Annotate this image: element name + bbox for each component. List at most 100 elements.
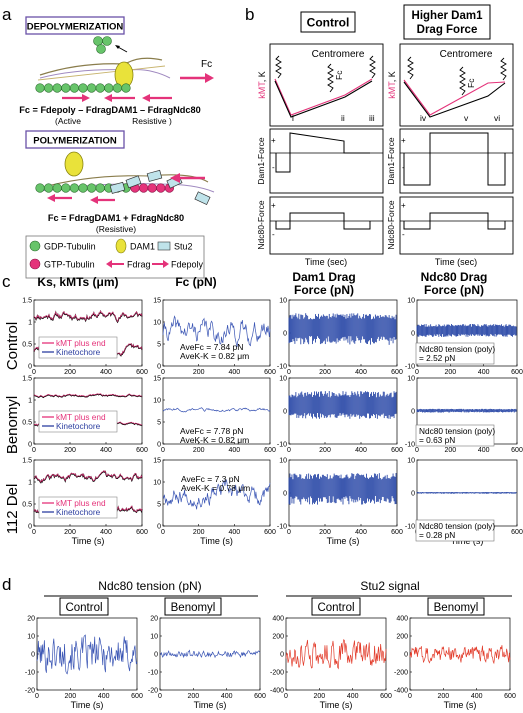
control-title-box [300, 11, 356, 33]
d_ndc_benomyl-xtick-label: 600 [254, 693, 266, 700]
c_fc_benomyl-xtick-label: 600 [264, 447, 276, 454]
d_ndc_benomyl-ytick-label: -10 [148, 670, 158, 677]
c_fc_112del-ytick-label: 0 [157, 524, 161, 531]
spring-higher-2 [459, 66, 466, 96]
d-benomyl-label-1: Benomyl [171, 602, 216, 614]
spring-control-3 [369, 55, 376, 79]
c_ks_112del-ytick-label: 1.5 [22, 458, 32, 465]
d_stu2_benomyl-line [409, 645, 511, 665]
d_stu2_control-xtick-label: 600 [380, 693, 392, 700]
b-xlabel-higher: Time (sec) [435, 257, 477, 267]
d_ndc_benomyl-line [159, 649, 261, 659]
ylabel-ndc-higher: Ndc80-Force [386, 200, 396, 249]
legend-dam1: DAM1 [130, 242, 155, 252]
d_stu2_benomyl-ytick-label: 200 [396, 634, 408, 641]
tubulin-bead [121, 83, 131, 93]
d_stu2_benomyl-ytick-label: -200 [394, 670, 408, 677]
c_fc_benomyl-frame [162, 377, 271, 445]
c_ndc_benomyl-ytick-label: 0 [411, 409, 415, 416]
c_fc_benomyl-ytick-label: 0 [157, 442, 161, 449]
b-ndc-control-trace [275, 212, 371, 230]
c_ks_112del-upper-plus-end [33, 470, 143, 483]
d_stu2_benomyl-xtick-label: 0 [408, 693, 412, 700]
c_ks_benomyl-upper-plus-end [33, 393, 143, 398]
c_ks_benomyl-xtick-label: 400 [100, 447, 112, 454]
c_ndc_control-ytick-label: 0 [411, 331, 415, 338]
c_dam1_control-xtick-label: 600 [391, 369, 403, 376]
d_stu2_control-xtick-label: 0 [284, 693, 288, 700]
d_ndc_control-xtick-label: 400 [98, 693, 110, 700]
panel-a-legend [25, 235, 205, 279]
d_ndc_benomyl-ytick-label: -20 [148, 688, 158, 695]
panel-letter-b: b [245, 5, 254, 24]
higher-title-1: Higher Dam1 [412, 10, 484, 22]
d-xlabel: Time (s) [194, 700, 227, 710]
c_dam1_112del-xtick-label: 200 [319, 529, 331, 536]
c_fc_benomyl-ytick-label: 15 [153, 376, 161, 383]
c_ks_112del-ytick-label: 0 [28, 524, 32, 531]
b-dam1-higher-frame [399, 128, 514, 194]
legend-fdrag: Fdrag [127, 260, 151, 270]
c_ndc_control-xtick-label: 200 [444, 369, 456, 376]
c_dam1_112del-xtick-label: 400 [355, 529, 367, 536]
c_dam1_control-ytick-label: 10 [279, 298, 287, 305]
higher-title-box [403, 4, 491, 40]
row-label-control: Control [4, 322, 21, 370]
tubulin-bead [86, 183, 97, 193]
c_fc_control-ytick-label: 0 [157, 364, 161, 371]
tubulin-bead [86, 83, 97, 93]
fc-annot-control-1: AveFc = 7.84 pN [180, 342, 243, 352]
d_stu2_benomyl-ytick-label: 400 [396, 616, 408, 623]
plus-dam1-control: + [271, 136, 276, 145]
c_ks_benomyl-xtick-label: 600 [136, 447, 148, 454]
legend-plus-end-1: kMT plus end [56, 338, 106, 348]
c_fc_control-xtick-label: 0 [161, 369, 165, 376]
c_ks_control-ytick-label: 0.5 [22, 342, 32, 349]
row-label-112del: 112 Del [4, 484, 21, 535]
b-kmt-control-pink [274, 78, 373, 116]
c_fc_112del-line [162, 479, 271, 510]
c_ks_benomyl-ytick-label: 0 [28, 442, 32, 449]
d-xlabel: Time (s) [320, 700, 353, 710]
minus-dam1-higher: - [402, 163, 405, 172]
ylabel-ndc-control: Ndc80-Force [256, 200, 266, 249]
d-title-ndc: Ndc80 tension (pN) [98, 579, 201, 593]
c_dam1_benomyl-xtick-label: 0 [287, 447, 291, 454]
eq-poly: Fc = FdragDAM1 + FdragNdc80 [48, 213, 184, 223]
roman-ii: ii [341, 113, 345, 123]
panel-letter-c: c [2, 272, 11, 291]
d-xlabel: Time (s) [71, 700, 104, 710]
eq-poly-resistive: (Resistive) [96, 224, 136, 234]
plus-ndc-higher: + [401, 201, 406, 210]
tubulin-bead [95, 183, 105, 193]
c_dam1_112del-xtick-label: 600 [391, 529, 403, 536]
c_ks_benomyl-xtick-label: 0 [32, 447, 36, 454]
b-kmt-control-black [274, 80, 373, 118]
b-xlabel-control: Time (sec) [305, 257, 347, 267]
col-title-fc: Fc (pN) [175, 275, 216, 289]
spring-control-1 [275, 55, 282, 79]
c_ndc_112del-ytick-label: -10 [405, 524, 415, 531]
c_fc_control-ytick-label: 5 [157, 342, 161, 349]
d_ndc_benomyl-ytick-label: 10 [150, 634, 158, 641]
c_fc_control-line [162, 315, 271, 347]
c_ndc_control-ytick-label: -10 [405, 364, 415, 371]
legend-kinetochore-3: Kinetochore [56, 507, 101, 517]
ylabel-dam1-control: Dam1-Force [256, 137, 266, 185]
b-kmt-higher-pink [403, 79, 506, 116]
c-xlabel: Time (s) [72, 536, 105, 546]
b-dam1-control-trace [275, 132, 370, 173]
c_fc_control-xtick-label: 200 [193, 369, 205, 376]
c_ndc_benomyl-ytick-label: -10 [405, 442, 415, 449]
legend-gtp: GTP-Tubulin [44, 260, 95, 270]
minus-ndc-higher: - [402, 230, 405, 239]
legend-ks-control: kMT plus end Kinetochore [38, 336, 118, 359]
depoly-drag-arrows [62, 94, 172, 102]
c_ks_control-ytick-label: 1 [28, 320, 32, 327]
c_ks_control-xtick-label: 400 [100, 369, 112, 376]
d_ndc_control-ytick-label: -20 [25, 688, 35, 695]
c_ndc_112del-ytick-label: 10 [407, 458, 415, 465]
poly-microtubule [35, 151, 215, 206]
